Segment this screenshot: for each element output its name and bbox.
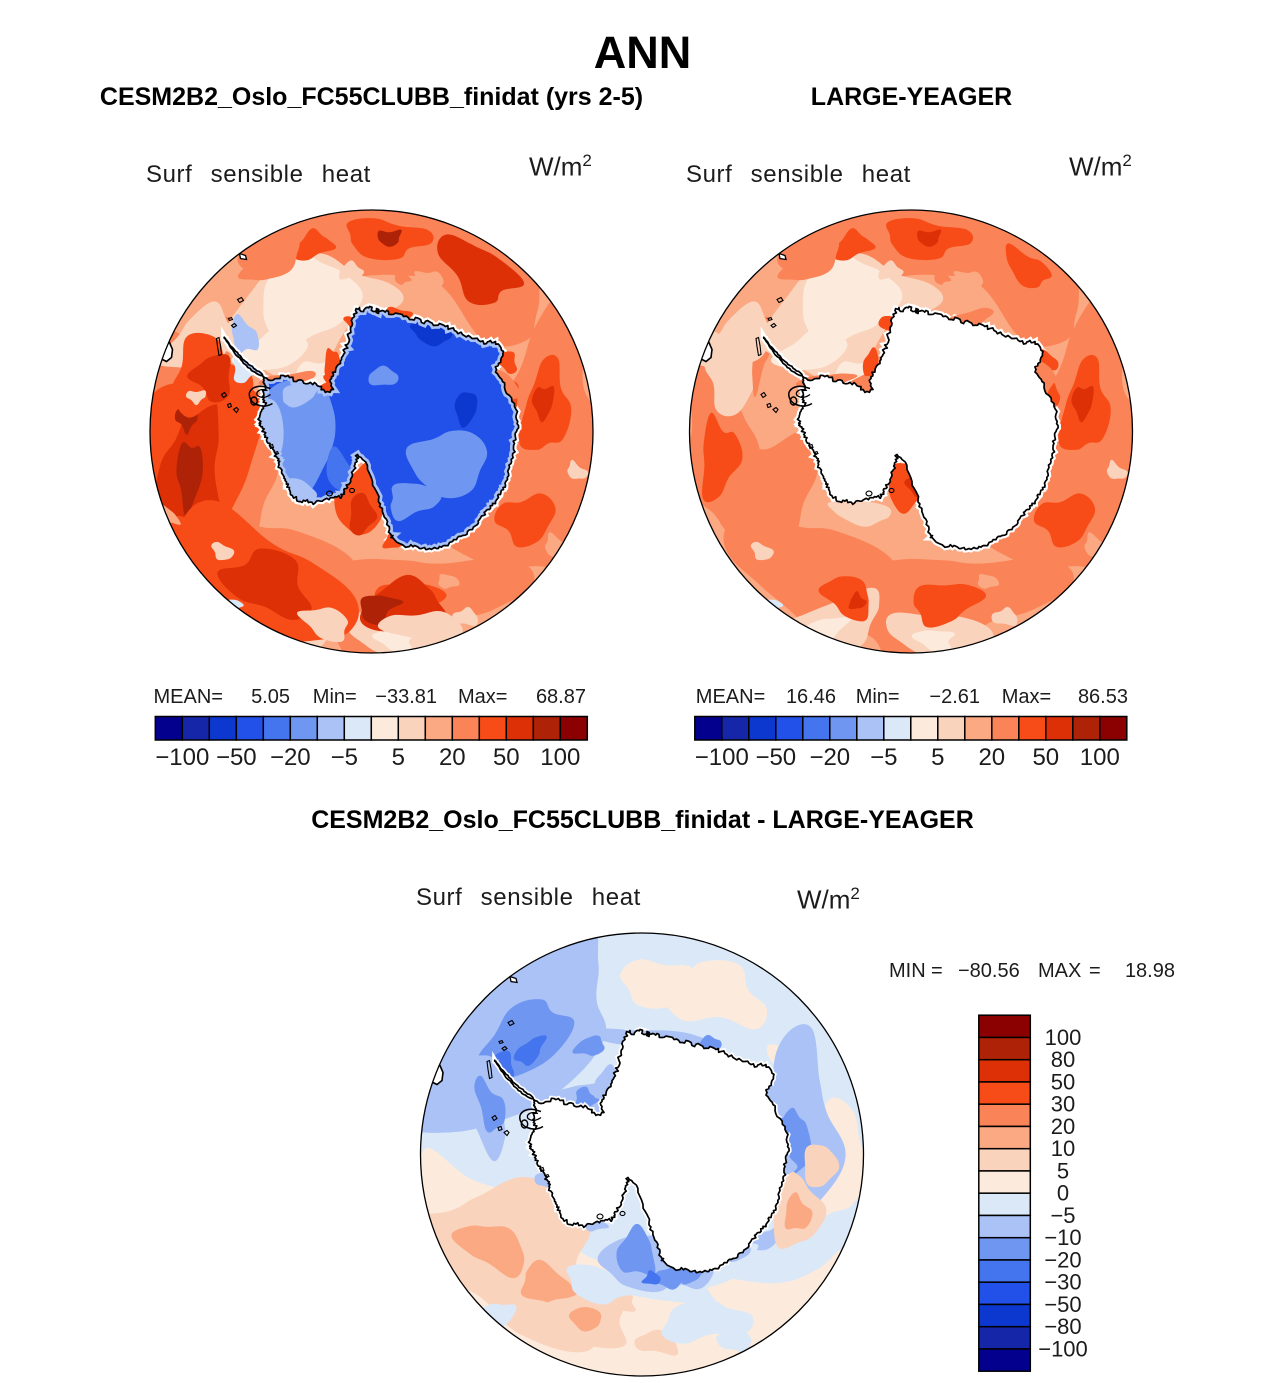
svg-text:−20: −20 bbox=[809, 744, 850, 771]
svg-text:−80.56: −80.56 bbox=[958, 960, 1020, 982]
svg-text:20: 20 bbox=[978, 744, 1005, 771]
svg-text:5: 5 bbox=[931, 744, 944, 771]
svg-text:5.05: 5.05 bbox=[251, 686, 290, 708]
svg-text:−2.61: −2.61 bbox=[929, 686, 980, 708]
svg-text:86.53: 86.53 bbox=[1078, 686, 1128, 708]
svg-text:−20: −20 bbox=[1044, 1248, 1081, 1273]
svg-text:−50: −50 bbox=[755, 744, 796, 771]
svg-text:−50: −50 bbox=[216, 744, 257, 771]
svg-text:18.98: 18.98 bbox=[1125, 960, 1175, 982]
svg-text:MEAN=: MEAN= bbox=[696, 686, 765, 708]
svg-text:MAX: MAX bbox=[1038, 960, 1081, 982]
svg-text:=: = bbox=[1089, 960, 1101, 982]
svg-text:Max=: Max= bbox=[1002, 686, 1051, 708]
svg-text:MEAN=: MEAN= bbox=[154, 686, 223, 708]
svg-text:Min=: Min= bbox=[856, 686, 900, 708]
svg-text:30: 30 bbox=[1051, 1092, 1075, 1117]
svg-text:−100: −100 bbox=[695, 744, 749, 771]
svg-text:−5: −5 bbox=[331, 744, 358, 771]
svg-text:68.87: 68.87 bbox=[536, 686, 586, 708]
svg-text:MIN: MIN bbox=[889, 960, 926, 982]
svg-text:−33.81: −33.81 bbox=[375, 686, 437, 708]
svg-text:−10: −10 bbox=[1044, 1225, 1081, 1250]
svg-text:5: 5 bbox=[392, 744, 405, 771]
svg-text:=: = bbox=[931, 960, 943, 982]
svg-text:100: 100 bbox=[1080, 744, 1120, 771]
svg-text:80: 80 bbox=[1051, 1047, 1075, 1072]
svg-text:16.46: 16.46 bbox=[786, 686, 836, 708]
svg-text:−5: −5 bbox=[870, 744, 897, 771]
svg-text:Min=: Min= bbox=[313, 686, 357, 708]
svg-text:−80: −80 bbox=[1044, 1314, 1081, 1339]
svg-text:50: 50 bbox=[493, 744, 520, 771]
svg-text:50: 50 bbox=[1051, 1070, 1075, 1095]
svg-text:20: 20 bbox=[439, 744, 466, 771]
svg-text:0: 0 bbox=[1057, 1181, 1069, 1206]
svg-text:100: 100 bbox=[540, 744, 580, 771]
svg-text:10: 10 bbox=[1051, 1136, 1075, 1161]
svg-text:−100: −100 bbox=[155, 744, 209, 771]
svg-text:−5: −5 bbox=[1050, 1203, 1075, 1228]
svg-text:−100: −100 bbox=[1038, 1337, 1088, 1362]
svg-text:−30: −30 bbox=[1044, 1270, 1081, 1295]
svg-text:−50: −50 bbox=[1044, 1292, 1081, 1317]
svg-text:−20: −20 bbox=[270, 744, 311, 771]
svg-text:Max=: Max= bbox=[458, 686, 507, 708]
svg-text:100: 100 bbox=[1045, 1025, 1082, 1050]
svg-text:5: 5 bbox=[1057, 1159, 1069, 1184]
svg-text:50: 50 bbox=[1032, 744, 1059, 771]
svg-text:20: 20 bbox=[1051, 1114, 1075, 1139]
